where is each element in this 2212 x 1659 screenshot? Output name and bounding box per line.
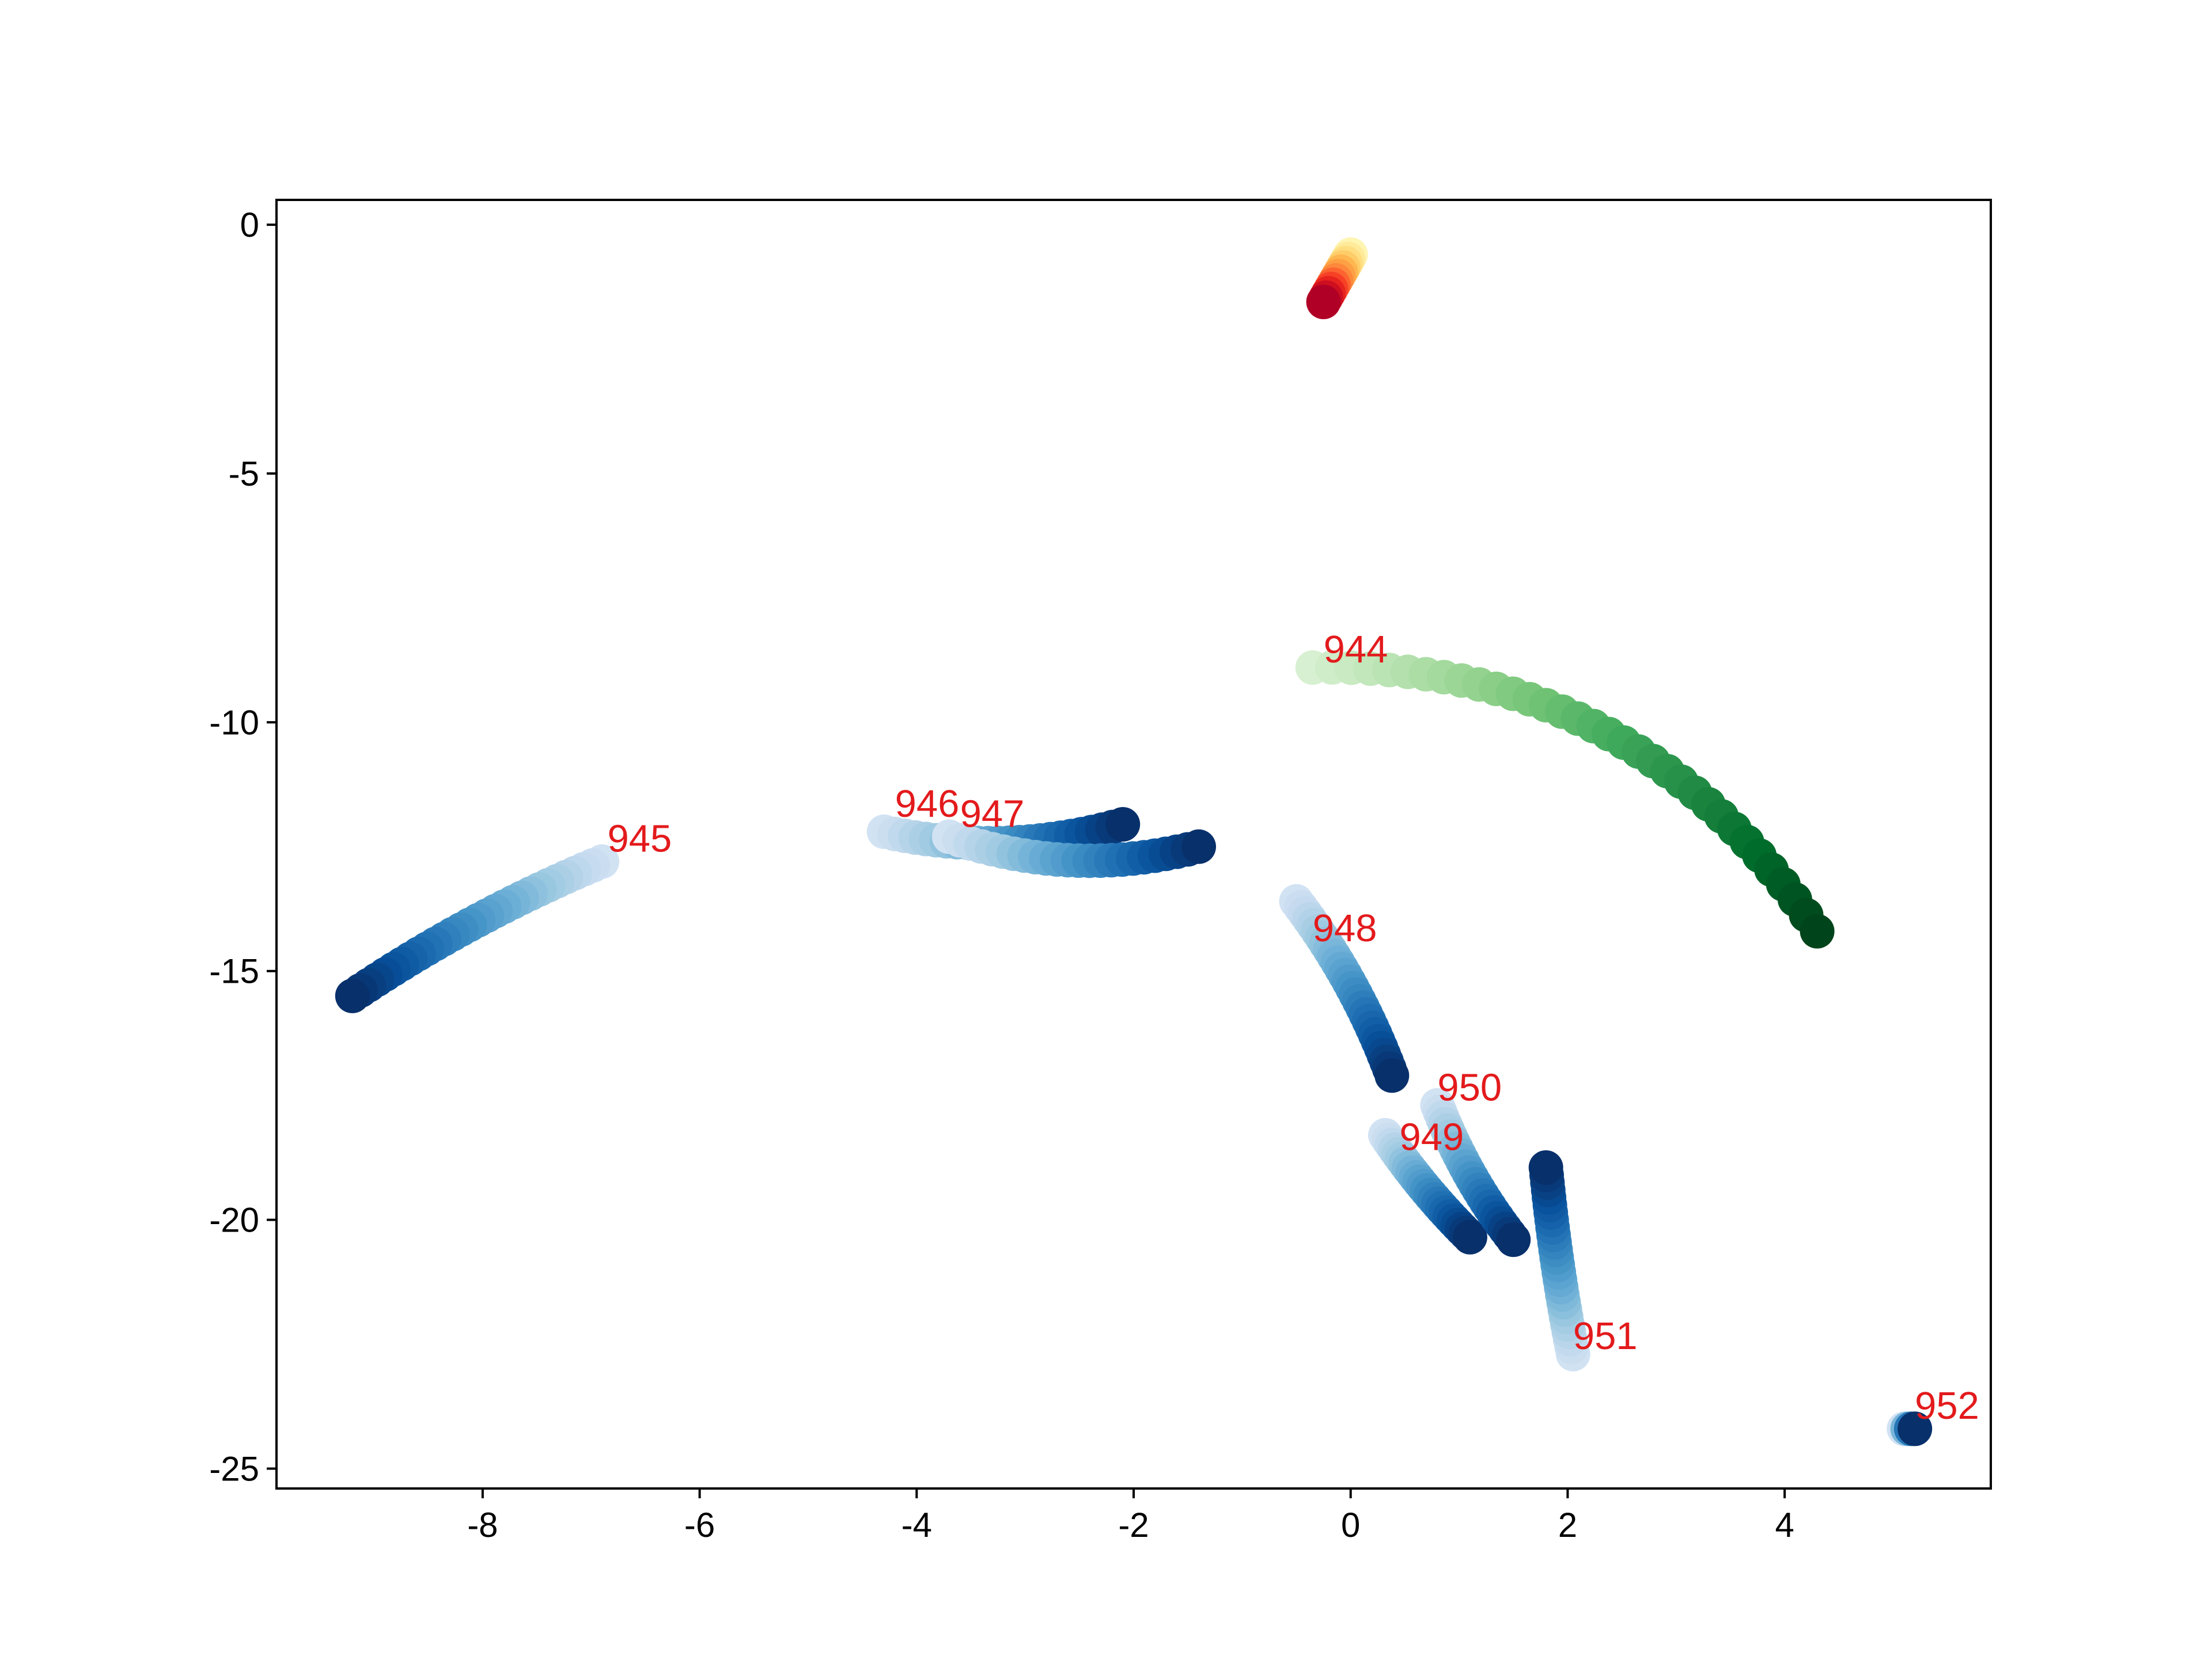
data-point-track-944 bbox=[1800, 914, 1835, 949]
track-label-950: 950 bbox=[1437, 1066, 1502, 1109]
y-tick-label: -20 bbox=[209, 1201, 259, 1240]
y-tick-label: -15 bbox=[209, 952, 259, 991]
data-point-track-949 bbox=[1452, 1219, 1487, 1255]
x-tick-label: -8 bbox=[467, 1506, 498, 1544]
data-point-track-952 bbox=[1897, 1411, 1933, 1446]
y-tick-label: -25 bbox=[209, 1449, 259, 1488]
data-point-track-unlabeled-0 bbox=[1306, 285, 1341, 320]
track-label-951: 951 bbox=[1573, 1315, 1638, 1358]
track-label-952: 952 bbox=[1915, 1384, 1979, 1427]
data-point-track-947 bbox=[1181, 829, 1216, 864]
data-point-track-945 bbox=[335, 978, 370, 1013]
track-labels: 944 945 946 947 948 949 950 951 952 bbox=[607, 628, 1979, 1427]
track-label-944: 944 bbox=[1324, 628, 1388, 671]
scatter-marks bbox=[335, 237, 1933, 1446]
x-tick-label: 0 bbox=[1341, 1506, 1360, 1544]
data-point-track-950 bbox=[1496, 1222, 1531, 1257]
x-tick-label: -2 bbox=[1118, 1506, 1149, 1544]
y-tick-label: -10 bbox=[209, 703, 259, 742]
track-label-948: 948 bbox=[1313, 907, 1377, 950]
x-tick-label: -4 bbox=[902, 1506, 932, 1544]
x-tick-label: 2 bbox=[1558, 1506, 1577, 1544]
track-label-949: 949 bbox=[1399, 1116, 1464, 1159]
y-tick-label: -5 bbox=[229, 454, 259, 493]
x-tick-label: -6 bbox=[684, 1506, 715, 1544]
track-label-947: 947 bbox=[960, 792, 1025, 835]
data-point-track-951 bbox=[1528, 1150, 1563, 1185]
track-label-946: 946 bbox=[895, 782, 960, 825]
x-axis: -8 -6 -4 -2 0 2 4 bbox=[467, 1488, 1794, 1544]
data-point-track-948 bbox=[1374, 1058, 1410, 1093]
x-tick-label: 4 bbox=[1775, 1506, 1794, 1544]
y-tick-label: 0 bbox=[240, 206, 259, 244]
y-axis: 0 -5 -10 -15 -20 -25 bbox=[209, 206, 276, 1488]
track-label-945: 945 bbox=[607, 817, 672, 860]
data-point-track-946 bbox=[1105, 807, 1141, 842]
